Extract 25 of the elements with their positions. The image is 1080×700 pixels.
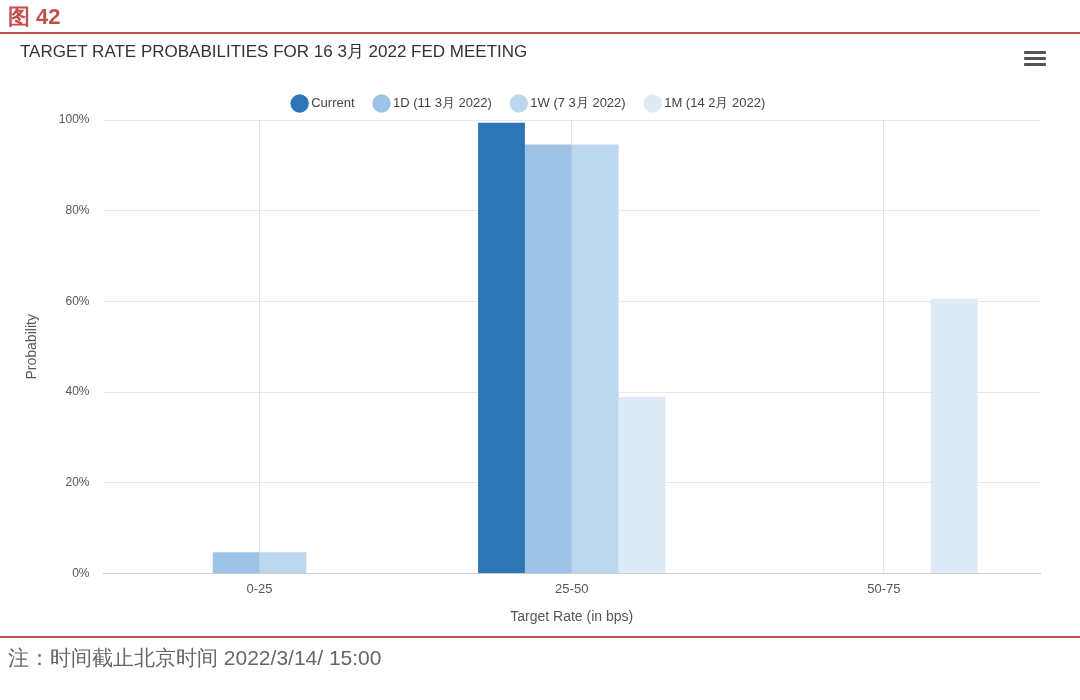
y-tick-label: 100% [58,112,90,127]
y-axis-title: Probability [23,314,40,380]
legend-label: 1M (14 2月 2022) [664,95,766,111]
bar [618,396,666,574]
y-tick-label: 60% [65,293,90,308]
caption: 图 42 [0,0,1080,34]
legend-label: Current [311,95,355,111]
y-tick-label: 0% [72,565,90,580]
x-axis-title: Target Rate (in bps) [510,608,634,625]
y-tick-label: 40% [65,384,90,399]
bar [571,144,619,574]
legend-label: 1D (11 3月 2022) [393,95,492,111]
bar [259,552,307,574]
x-tick-label: 0-25 [246,580,273,596]
bar [212,552,260,574]
bar [524,144,572,574]
bar [930,298,978,574]
y-tick-label: 20% [65,475,90,490]
legend-label: 1W (7 3月 2022) [530,95,626,111]
bar [478,122,525,574]
x-tick-label: 25-50 [555,580,589,596]
chart-title: TARGET RATE PROBABILITIES FOR 16 3月 2022 FED MEETING [20,41,528,63]
y-tick-label: 80% [65,203,90,218]
x-tick-label: 50-75 [867,580,901,596]
text: 注：时间截止北京时间 2022/3/14/ 15:00 [0,636,1080,678]
